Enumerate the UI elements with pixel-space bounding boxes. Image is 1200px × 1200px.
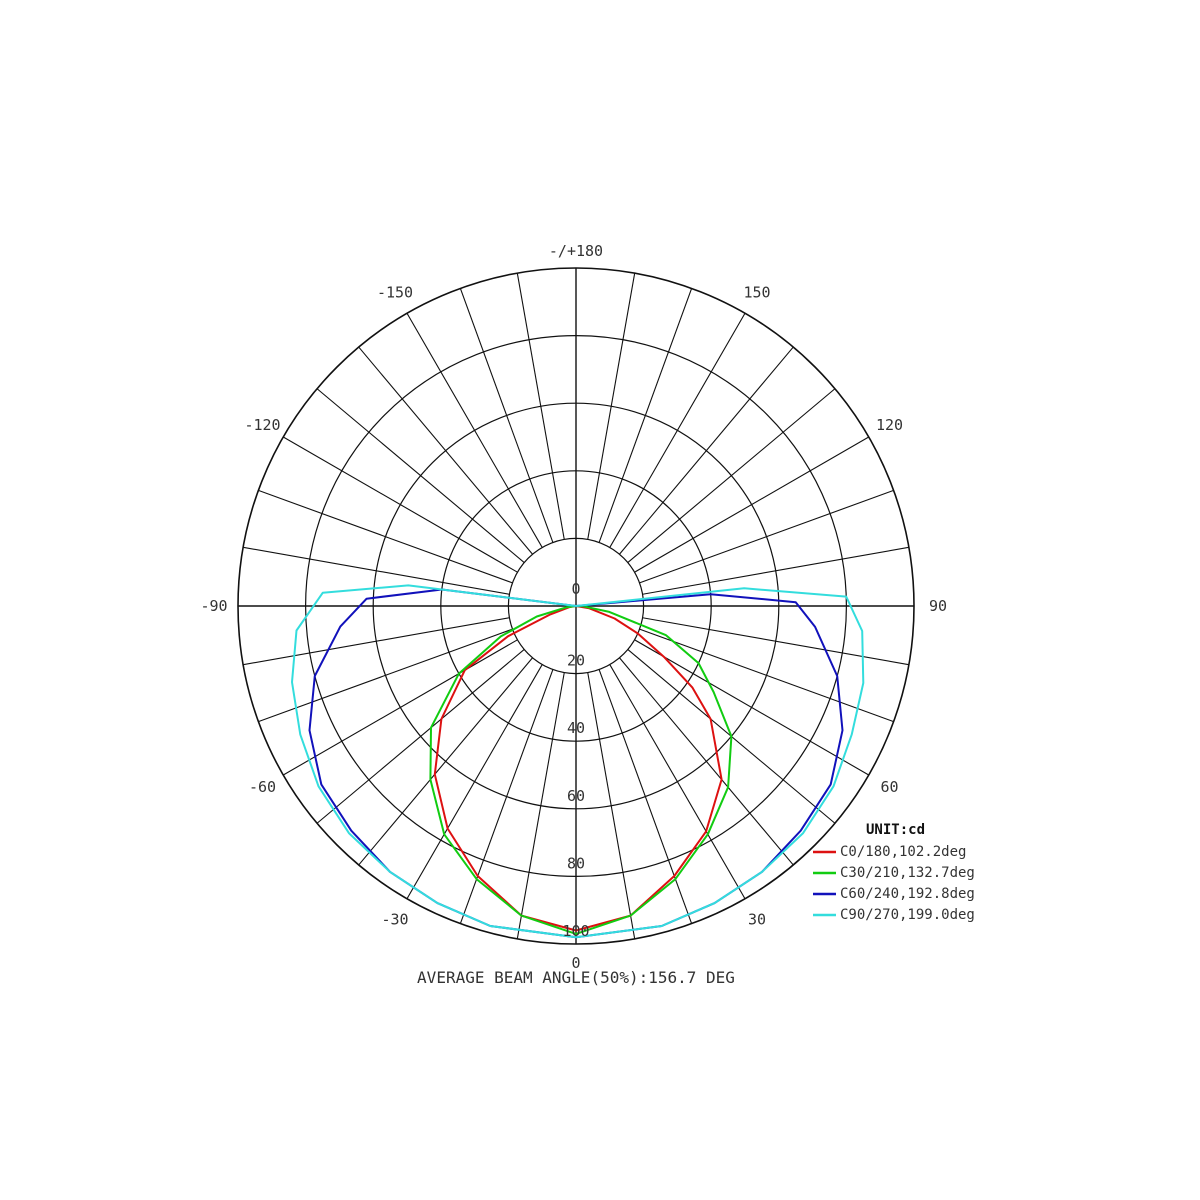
intensity-curves [291,584,865,939]
grid-spoke [316,649,525,824]
curve-series-3 [291,584,865,939]
grid-spoke [358,657,533,866]
radial-tick-label: 20 [567,652,585,670]
angle-label: 30 [748,911,766,929]
grid-spoke [406,664,543,899]
grid-spoke [516,672,565,939]
radial-tick-label: 60 [567,787,585,805]
grid-spoke [406,313,543,548]
unit-label: UNIT:cd [866,822,925,838]
grid-spoke [619,346,794,555]
angle-label: 90 [929,597,947,615]
curve-series-0 [433,605,723,932]
radial-tick-label: 40 [567,719,585,737]
legend-entry: C90/270,199.0deg [840,907,975,923]
legend: UNIT:cd C0/180,102.2deg C30/210,132.7deg C… [813,822,975,923]
angle-label: 150 [743,284,770,302]
grid-spoke [258,489,513,584]
angle-label: -60 [249,778,276,796]
average-beam-angle-caption: AVERAGE BEAM ANGLE(50%):156.7 DEG [417,968,735,987]
grid-spoke [598,288,693,543]
grid-spoke [459,669,554,924]
legend-entry: C60/240,192.8deg [840,886,975,902]
grid-spoke [609,664,746,899]
grid-spoke [598,669,693,924]
grid-spoke [634,639,869,776]
radial-tick-label: 100 [562,922,589,940]
grid-spoke [316,388,525,563]
grid-spoke [243,546,510,595]
angle-label: 60 [880,778,898,796]
legend-entry: C30/210,132.7deg [840,865,975,881]
grid-spoke [587,672,636,939]
radial-tick-label: 80 [567,854,585,872]
curve-series-1 [429,605,733,935]
angle-label: -120 [244,416,280,434]
grid-spoke [283,436,518,573]
angle-label: -90 [200,597,227,615]
radial-tick-label: 0 [571,580,580,598]
angle-label: 0 [571,954,580,972]
grid-spoke [627,388,836,563]
grid-spoke [639,489,894,584]
grid-spoke [243,617,510,666]
grid-spoke [642,546,909,595]
grid-spoke [459,288,554,543]
grid-spoke [634,436,869,573]
legend-entry: C0/180,102.2deg [840,844,966,860]
axis-labels: 0 20 40 60 80 100 -/+180 150 -150 120 -120 90 -90 60 -… [200,242,947,972]
grid-spoke [619,657,794,866]
grid-spoke [639,628,894,723]
angle-label: -30 [381,911,408,929]
grid-spoke [609,313,746,548]
angle-label: 120 [876,416,903,434]
angle-label: -/+180 [549,242,603,260]
grid-spoke [587,273,636,540]
grid-spoke [516,273,565,540]
grid-spoke [258,628,513,723]
angle-label: -150 [377,284,413,302]
grid-spoke [642,617,909,666]
grid-spoke [358,346,533,555]
grid-spoke [283,639,518,776]
